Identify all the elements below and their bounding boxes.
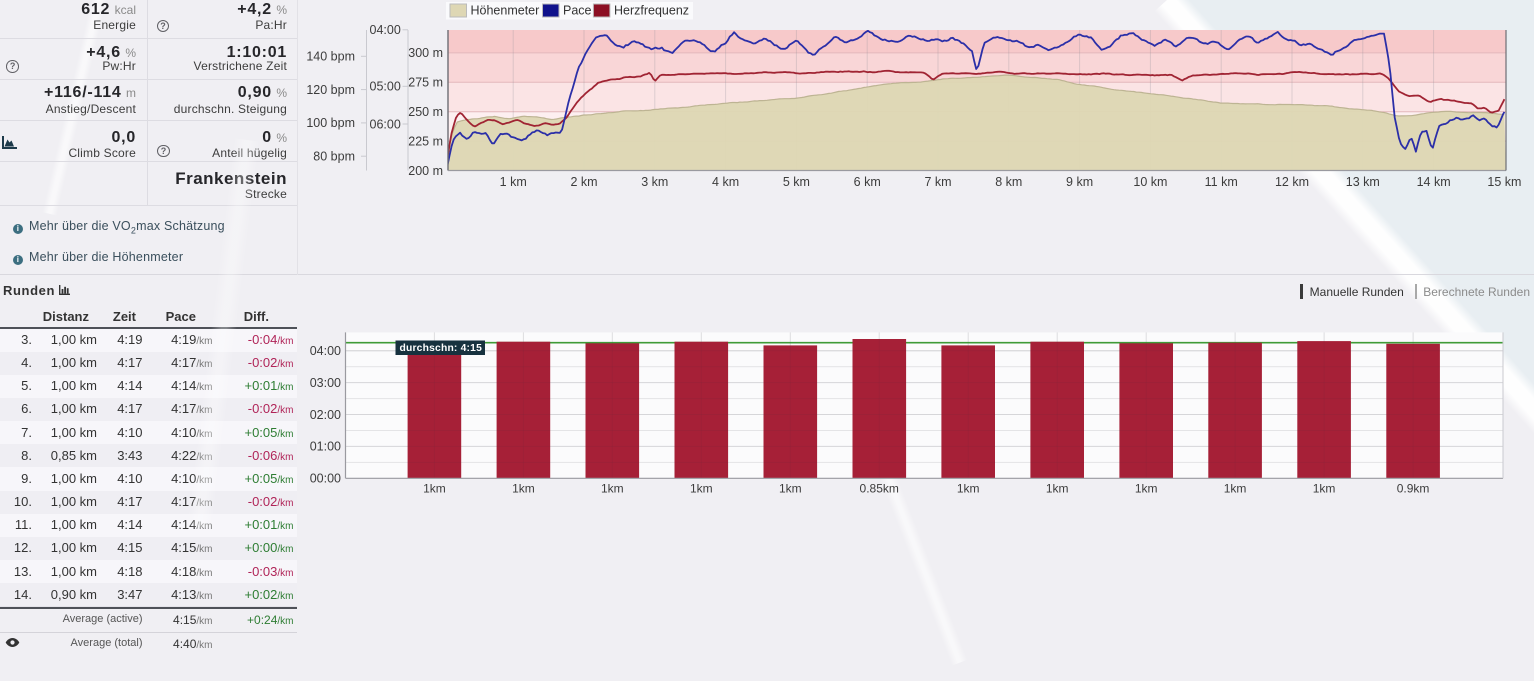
svg-text:1km: 1km — [779, 482, 802, 496]
svg-text:12 km: 12 km — [1275, 175, 1309, 189]
svg-text:275 m: 275 m — [408, 76, 443, 90]
svg-text:1km: 1km — [423, 482, 446, 496]
svg-text:Pace: Pace — [563, 4, 592, 18]
svg-text:1km: 1km — [512, 482, 535, 496]
svg-text:1km: 1km — [1224, 482, 1247, 496]
svg-text:300 m: 300 m — [408, 46, 443, 60]
svg-text:1km: 1km — [1135, 482, 1158, 496]
svg-text:00:00: 00:00 — [310, 472, 341, 486]
svg-text:1km: 1km — [957, 482, 980, 496]
svg-text:13 km: 13 km — [1346, 175, 1380, 189]
svg-text:80 bpm: 80 bpm — [313, 150, 355, 164]
svg-text:140 bpm: 140 bpm — [306, 50, 355, 64]
svg-text:200 m: 200 m — [408, 164, 443, 178]
svg-text:02:00: 02:00 — [310, 408, 341, 422]
svg-text:120 bpm: 120 bpm — [306, 83, 355, 97]
svg-text:5 km: 5 km — [783, 175, 810, 189]
svg-text:4 km: 4 km — [712, 175, 739, 189]
svg-text:Höhenmeter: Höhenmeter — [471, 4, 540, 18]
svg-text:1km: 1km — [601, 482, 624, 496]
svg-text:06:00: 06:00 — [370, 117, 401, 131]
svg-text:01:00: 01:00 — [310, 440, 341, 454]
svg-text:8 km: 8 km — [995, 175, 1022, 189]
svg-text:1km: 1km — [1046, 482, 1069, 496]
svg-text:10 km: 10 km — [1133, 175, 1167, 189]
svg-text:04:00: 04:00 — [370, 23, 401, 37]
svg-text:6 km: 6 km — [854, 175, 881, 189]
svg-text:1 km: 1 km — [500, 175, 527, 189]
svg-text:3 km: 3 km — [641, 175, 668, 189]
svg-text:1km: 1km — [690, 482, 713, 496]
svg-text:250 m: 250 m — [408, 105, 443, 119]
svg-text:14 km: 14 km — [1417, 175, 1451, 189]
svg-text:0.85km: 0.85km — [860, 482, 899, 496]
svg-text:1km: 1km — [1313, 482, 1336, 496]
svg-text:04:00: 04:00 — [310, 344, 341, 358]
svg-text:durchschn: 4:15: durchschn: 4:15 — [400, 343, 483, 354]
svg-text:0.9km: 0.9km — [1397, 482, 1430, 496]
svg-text:05:00: 05:00 — [370, 80, 401, 94]
svg-text:9 km: 9 km — [1066, 175, 1093, 189]
svg-text:225 m: 225 m — [408, 134, 443, 148]
svg-text:2 km: 2 km — [570, 175, 597, 189]
svg-text:11 km: 11 km — [1205, 175, 1238, 189]
svg-text:Herzfrequenz: Herzfrequenz — [614, 4, 689, 18]
svg-text:7 km: 7 km — [924, 175, 951, 189]
svg-text:03:00: 03:00 — [310, 376, 341, 390]
svg-text:15 km: 15 km — [1487, 175, 1521, 189]
svg-text:100 bpm: 100 bpm — [306, 116, 355, 130]
